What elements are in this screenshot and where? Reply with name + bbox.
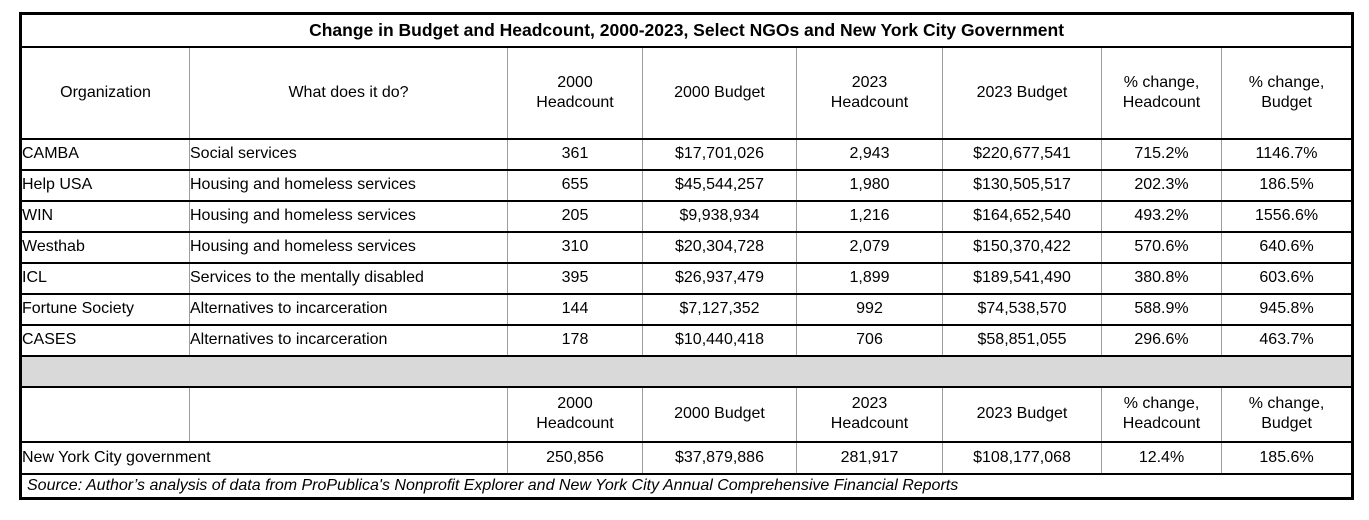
cell-pct-change-headcount: 12.4% bbox=[1101, 441, 1222, 474]
cell-2000-budget: $20,304,728 bbox=[642, 231, 797, 263]
column-header-organization: Organization bbox=[60, 83, 151, 101]
column-header-2023-headcount: 2023 Headcount bbox=[796, 46, 943, 139]
column-header-2023-budget: 2023 Budget bbox=[942, 386, 1102, 442]
cell-2023-headcount: 281,917 bbox=[796, 441, 943, 474]
cell-pct-change-budget: 640.6% bbox=[1220, 231, 1353, 263]
cell-pct-change-budget: 463.7% bbox=[1220, 324, 1353, 356]
cell-pct-change-headcount: 296.6% bbox=[1101, 324, 1222, 356]
cell-2023-headcount: 2,079 bbox=[796, 231, 943, 263]
column-header-2023-headcount: 2023 Headcount bbox=[796, 386, 943, 442]
table-container: Change in Budget and Headcount, 2000-202… bbox=[19, 12, 1355, 500]
column-header-pct-change-headcount: % change, Headcount bbox=[1101, 46, 1222, 139]
table-row-help-usa: Help USA Housing and homeless services 6… bbox=[20, 169, 1353, 201]
cell-2000-budget: $7,127,352 bbox=[642, 293, 797, 325]
cell-organization: Help USA bbox=[22, 176, 93, 194]
cell-pct-change-headcount: 493.2% bbox=[1101, 200, 1222, 232]
cell-2023-budget: $150,370,422 bbox=[942, 231, 1102, 263]
cell-organization: WIN bbox=[22, 207, 54, 225]
cell-what: Alternatives to incarceration bbox=[189, 293, 508, 325]
cell-2023-headcount: 2,943 bbox=[796, 138, 943, 170]
cell-what: Social services bbox=[189, 138, 508, 170]
cell-2023-headcount: 1,216 bbox=[796, 200, 943, 232]
cell-2000-headcount: 310 bbox=[507, 231, 643, 263]
table-row-win: WIN Housing and homeless services 205 $9… bbox=[20, 200, 1353, 232]
cell-organization: CASES bbox=[22, 331, 77, 349]
cell-pct-change-budget: 945.8% bbox=[1220, 293, 1353, 325]
table-row-icl: ICL Services to the mentally disabled 39… bbox=[20, 262, 1353, 294]
cell-organization: ICL bbox=[22, 269, 47, 287]
cell-2023-headcount: 706 bbox=[796, 324, 943, 356]
cell-2000-budget: $9,938,934 bbox=[642, 200, 797, 232]
column-header-pct-change-budget: % change, Budget bbox=[1220, 386, 1353, 442]
cell-pct-change-headcount: 588.9% bbox=[1101, 293, 1222, 325]
column-header-2000-budget: 2000 Budget bbox=[642, 386, 797, 442]
cell-organization: New York City government bbox=[22, 448, 211, 466]
cell-pct-change-budget: 186.5% bbox=[1220, 169, 1353, 201]
cell-2023-budget: $108,177,068 bbox=[942, 441, 1102, 474]
cell-pct-change-budget: 1146.7% bbox=[1220, 138, 1353, 170]
cell-2023-budget: $164,652,540 bbox=[942, 200, 1102, 232]
cell-2000-headcount: 144 bbox=[507, 293, 643, 325]
column-header-pct-change-budget: % change, Budget bbox=[1220, 46, 1353, 139]
source-note-row: Source: Author’s analysis of data from P… bbox=[20, 473, 1353, 499]
separator-row-container bbox=[20, 355, 1353, 387]
table-row-nyc-government: New York City government 250,856 $37,879… bbox=[20, 441, 1353, 474]
cell-2000-budget: $37,879,886 bbox=[642, 441, 797, 474]
table-title: Change in Budget and Headcount, 2000-202… bbox=[309, 19, 1065, 40]
column-header-2000-headcount: 2000 Headcount bbox=[507, 386, 643, 442]
column-header-row: Organization What does it do? 2000 Headc… bbox=[20, 46, 1353, 139]
column-header-what-does-it-do: What does it do? bbox=[189, 46, 508, 139]
cell-2000-headcount: 655 bbox=[507, 169, 643, 201]
cell-2000-headcount: 178 bbox=[507, 324, 643, 356]
cell-pct-change-headcount: 202.3% bbox=[1101, 169, 1222, 201]
repeated-column-header-row: 2000 Headcount 2000 Budget 2023 Headcoun… bbox=[20, 386, 1353, 442]
cell-2000-headcount: 205 bbox=[507, 200, 643, 232]
budget-headcount-table: Change in Budget and Headcount, 2000-202… bbox=[19, 12, 1355, 500]
table-title-row: Change in Budget and Headcount, 2000-202… bbox=[20, 13, 1353, 47]
cell-2000-budget: $17,701,026 bbox=[642, 138, 797, 170]
cell-pct-change-headcount: 715.2% bbox=[1101, 138, 1222, 170]
cell-pct-change-headcount: 380.8% bbox=[1101, 262, 1222, 294]
cell-2023-headcount: 1,899 bbox=[796, 262, 943, 294]
cell-pct-change-headcount: 570.6% bbox=[1101, 231, 1222, 263]
cell-2000-budget: $10,440,418 bbox=[642, 324, 797, 356]
separator-row bbox=[20, 355, 1353, 387]
cell-2023-budget: $130,505,517 bbox=[942, 169, 1102, 201]
cell-what: Alternatives to incarceration bbox=[189, 324, 508, 356]
cell-2000-headcount: 395 bbox=[507, 262, 643, 294]
cell-2023-budget: $58,851,055 bbox=[942, 324, 1102, 356]
cell-2023-headcount: 1,980 bbox=[796, 169, 943, 201]
cell-2023-budget: $189,541,490 bbox=[942, 262, 1102, 294]
cell-2023-budget: $220,677,541 bbox=[942, 138, 1102, 170]
cell-2000-budget: $45,544,257 bbox=[642, 169, 797, 201]
cell-pct-change-budget: 1556.6% bbox=[1220, 200, 1353, 232]
table-row-fortune-society: Fortune Society Alternatives to incarcer… bbox=[20, 293, 1353, 325]
table-row-westhab: Westhab Housing and homeless services 31… bbox=[20, 231, 1353, 263]
cell-2023-budget: $74,538,570 bbox=[942, 293, 1102, 325]
table-row-camba: CAMBA Social services 361 $17,701,026 2,… bbox=[20, 138, 1353, 170]
cell-pct-change-budget: 185.6% bbox=[1220, 441, 1353, 474]
cell-what: Housing and homeless services bbox=[189, 231, 508, 263]
cell-what: Services to the mentally disabled bbox=[189, 262, 508, 294]
cell-organization: Westhab bbox=[22, 238, 85, 256]
cell-2000-headcount: 250,856 bbox=[507, 441, 643, 474]
cell-organization: Fortune Society bbox=[22, 300, 135, 318]
cell-2000-budget: $26,937,479 bbox=[642, 262, 797, 294]
cell-what: Housing and homeless services bbox=[189, 200, 508, 232]
column-header-pct-change-headcount: % change, Headcount bbox=[1101, 386, 1222, 442]
cell-2023-headcount: 992 bbox=[796, 293, 943, 325]
empty-cell bbox=[189, 386, 508, 442]
source-note: Source: Author’s analysis of data from P… bbox=[27, 476, 959, 494]
cell-organization: CAMBA bbox=[22, 145, 79, 163]
empty-cell bbox=[21, 387, 190, 442]
cell-2000-headcount: 361 bbox=[507, 138, 643, 170]
column-header-2000-headcount: 2000 Headcount bbox=[507, 46, 643, 139]
cell-what: Housing and homeless services bbox=[189, 169, 508, 201]
table-row-cases: CASES Alternatives to incarceration 178 … bbox=[20, 324, 1353, 356]
cell-pct-change-budget: 603.6% bbox=[1220, 262, 1353, 294]
column-header-2023-budget: 2023 Budget bbox=[942, 46, 1102, 139]
column-header-2000-budget: 2000 Budget bbox=[642, 46, 797, 139]
